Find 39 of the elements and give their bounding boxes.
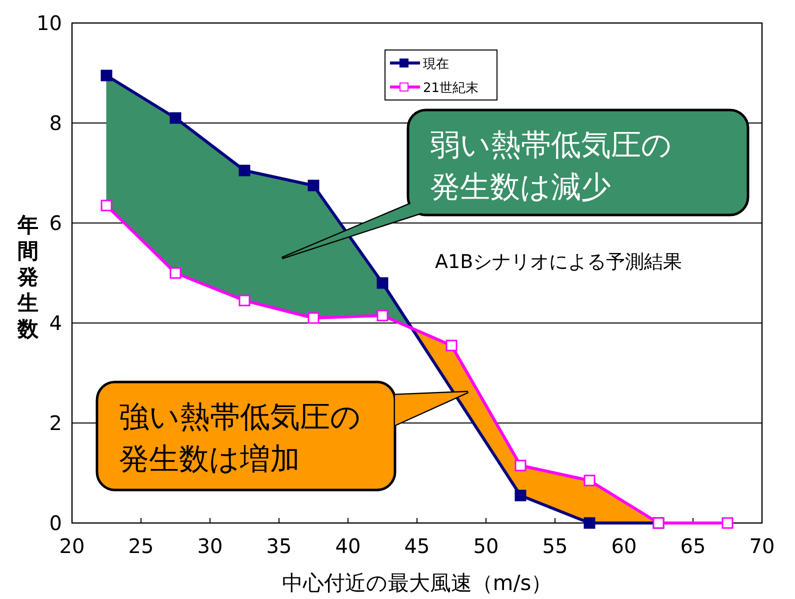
x-tick-label: 60 bbox=[611, 534, 637, 558]
y-tick-label: 8 bbox=[49, 111, 62, 135]
y-tick-label: 4 bbox=[49, 311, 62, 335]
annotation: 強い熱帯低気圧の発生数は増加 bbox=[119, 400, 361, 477]
point bbox=[514, 490, 526, 502]
point bbox=[170, 112, 182, 124]
x-tick-label: 20 bbox=[59, 534, 85, 558]
legend-label: 現在 bbox=[423, 57, 449, 72]
y-tick-label: 2 bbox=[49, 411, 62, 435]
point bbox=[584, 517, 596, 529]
point bbox=[308, 180, 320, 192]
legend-label: 21世紀末 bbox=[423, 81, 479, 96]
x-tick-label: 25 bbox=[128, 534, 154, 558]
y-tick-label: 0 bbox=[49, 511, 62, 535]
x-tick-label: 30 bbox=[197, 534, 223, 558]
point bbox=[238, 164, 250, 176]
y-tick-label: 10 bbox=[36, 11, 62, 35]
point bbox=[376, 277, 388, 289]
x-tick-label: 45 bbox=[404, 534, 430, 558]
point bbox=[238, 294, 250, 306]
point bbox=[722, 517, 734, 529]
x-tick-label: 70 bbox=[749, 534, 775, 558]
point bbox=[170, 267, 182, 279]
point bbox=[584, 474, 596, 486]
point bbox=[100, 70, 112, 82]
annotation: 弱い熱帯低気圧の発生数は減少 bbox=[430, 128, 672, 205]
point bbox=[100, 200, 112, 212]
x-axis-title: 中心付近の最大風速（m/s） bbox=[282, 571, 552, 595]
x-tick-label: 55 bbox=[542, 534, 568, 558]
x-tick-label: 40 bbox=[335, 534, 361, 558]
point bbox=[514, 460, 526, 472]
point bbox=[376, 310, 388, 322]
y-axis-title: 年間発生数 bbox=[16, 213, 40, 341]
point bbox=[446, 340, 458, 352]
x-tick-label: 50 bbox=[473, 534, 499, 558]
x-tick-label: 35 bbox=[266, 534, 292, 558]
x-tick-label: 65 bbox=[680, 534, 706, 558]
point bbox=[308, 312, 320, 324]
y-tick-label: 6 bbox=[49, 211, 62, 235]
